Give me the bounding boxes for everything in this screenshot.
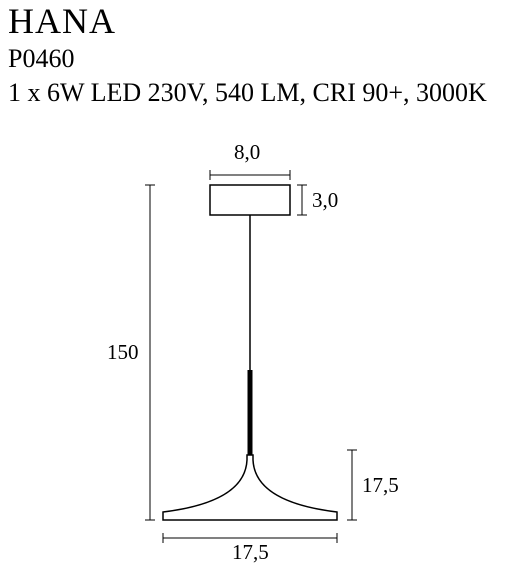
- dim-total-height: 150: [107, 340, 139, 365]
- dim-shade-width: 17,5: [232, 540, 269, 565]
- model-number: P0460: [8, 44, 511, 74]
- dim-shade-height: 17,5: [362, 473, 399, 498]
- dim-canopy-width: 8,0: [234, 140, 260, 165]
- technical-drawing: 8,0 3,0 150 17,5 17,5: [0, 140, 519, 570]
- product-title: HANA: [8, 2, 511, 42]
- dim-canopy-height: 3,0: [312, 188, 338, 213]
- product-specs: 1 x 6W LED 230V, 540 LM, CRI 90+, 3000K: [8, 78, 511, 108]
